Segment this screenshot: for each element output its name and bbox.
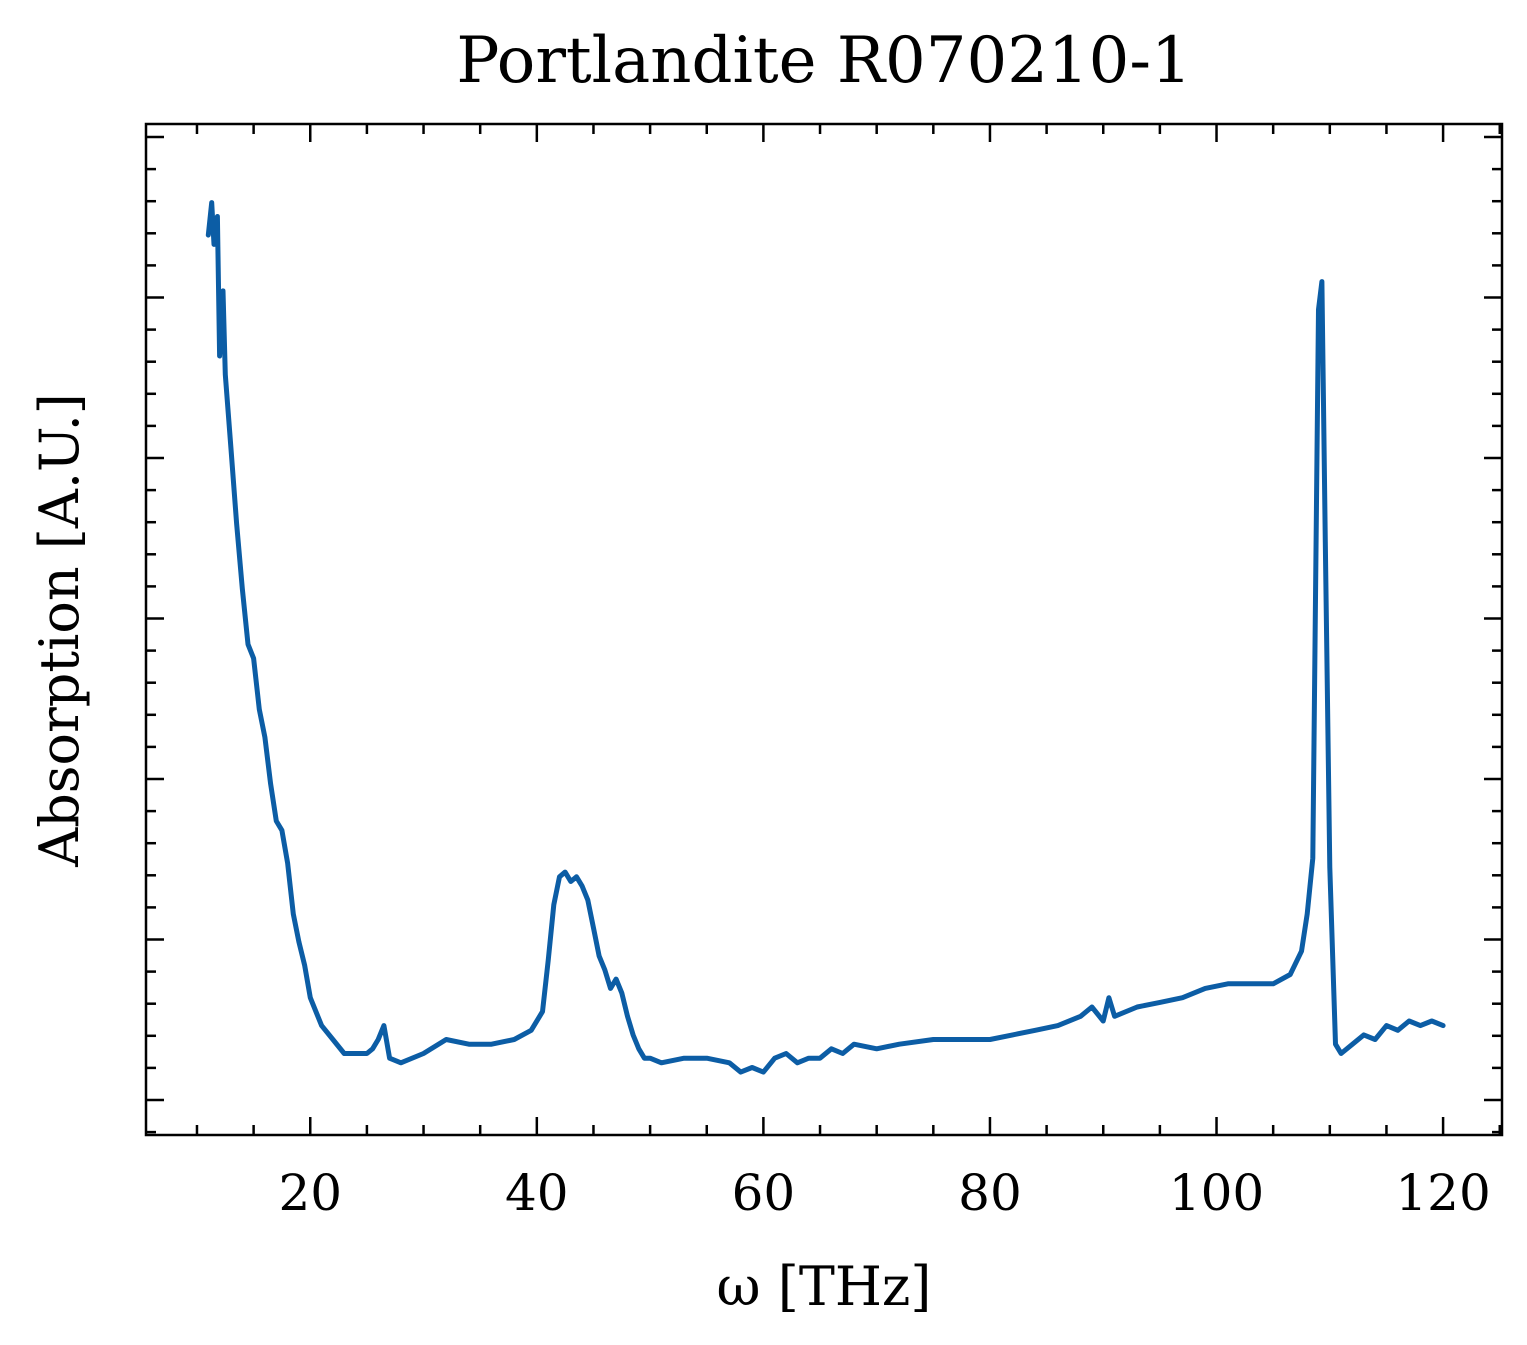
x-tick-labels: 20 40 60 80 100 120 xyxy=(278,1164,1490,1222)
y-axis-label: Absorption [A.U.] xyxy=(28,393,91,868)
x-tick-label: 40 xyxy=(505,1164,569,1222)
x-axis-label: ω [THz] xyxy=(717,1255,932,1318)
x-tick-label: 60 xyxy=(732,1164,796,1222)
x-tick-label: 120 xyxy=(1395,1164,1490,1222)
chart-title: Portlandite R070210-1 xyxy=(456,24,1191,98)
absorption-series-line xyxy=(205,200,1446,1075)
x-tick-label: 80 xyxy=(958,1164,1022,1222)
x-tick-label: 100 xyxy=(1169,1164,1264,1222)
axis-ticks xyxy=(146,124,1502,1135)
plot-frame xyxy=(144,122,1504,1137)
x-tick-label: 20 xyxy=(278,1164,342,1222)
